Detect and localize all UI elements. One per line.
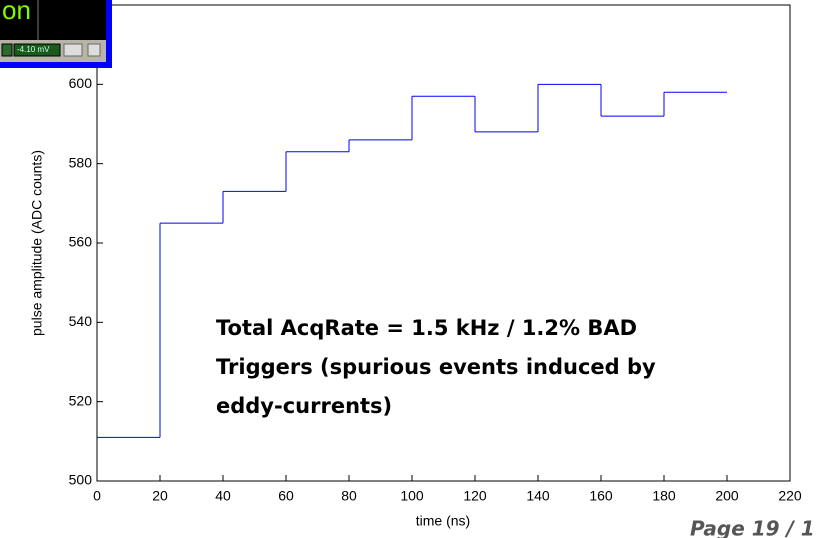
inset-reading: -4.10 mV xyxy=(17,45,50,54)
x-tick-label: 140 xyxy=(526,488,550,504)
inset-screenshot: on -4.10 mV xyxy=(0,0,112,68)
x-tick-label: 60 xyxy=(278,488,294,504)
x-tick-label: 100 xyxy=(400,488,424,504)
y-tick-label: 500 xyxy=(69,472,93,488)
inset-text: on xyxy=(2,0,31,25)
x-tick-label: 0 xyxy=(93,488,101,504)
x-tick-label: 220 xyxy=(778,488,802,504)
x-tick-label: 200 xyxy=(715,488,739,504)
x-tick-label: 20 xyxy=(152,488,168,504)
x-axis-label: time (ns) xyxy=(416,513,470,529)
x-tick-label: 120 xyxy=(463,488,487,504)
x-tick-label: 180 xyxy=(652,488,676,504)
y-tick-label: 540 xyxy=(69,313,93,329)
chart: time (ns) pulse amplitude (ADC counts) T… xyxy=(0,0,818,538)
x-tick-label: 40 xyxy=(215,488,231,504)
y-tick-label: 600 xyxy=(69,75,93,91)
plot-frame xyxy=(97,5,790,481)
page: {"chart_data": {"type": "line", "step": … xyxy=(0,0,818,538)
x-tick-label: 80 xyxy=(341,488,357,504)
x-tick-label: 160 xyxy=(589,488,613,504)
page-number: Page 19 / 1 xyxy=(690,517,815,538)
y-tick-label: 520 xyxy=(69,392,93,408)
inset-spinner xyxy=(64,44,82,56)
annotation: eddy-currents) xyxy=(216,394,392,418)
y-tick-label: 560 xyxy=(69,234,93,250)
y-tick-label: 580 xyxy=(69,154,93,170)
annotation: Total AcqRate = 1.5 kHz / 1.2% BAD xyxy=(216,316,637,340)
inset-button xyxy=(88,44,100,56)
annotation: Triggers (spurious events induced by xyxy=(216,355,656,379)
y-axis-label: pulse amplitude (ADC counts) xyxy=(29,150,45,336)
inset-button xyxy=(2,44,12,56)
